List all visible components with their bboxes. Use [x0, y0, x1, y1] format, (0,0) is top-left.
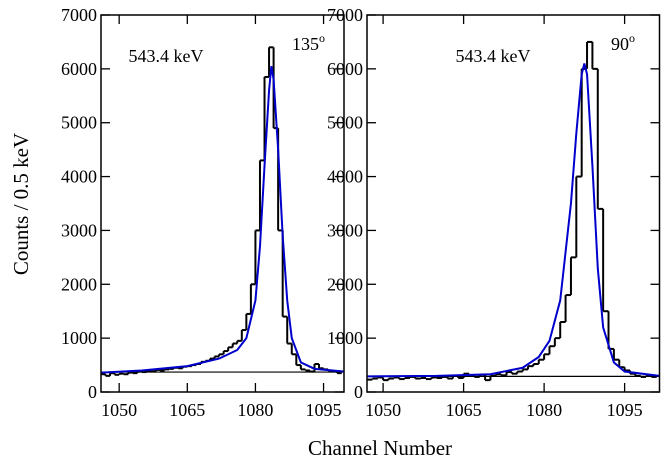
y-tick-label: 7000 — [61, 5, 97, 25]
x-axis-label: Channel Number — [308, 436, 452, 460]
x-tick-label: 1050 — [101, 400, 137, 420]
plot-frame — [100, 14, 345, 393]
y-tick-label: 6000 — [61, 59, 97, 79]
fit-curve — [101, 65, 344, 374]
y-tick-label: 4000 — [61, 167, 97, 187]
y-tick-label: 1000 — [327, 328, 363, 348]
x-tick-label: 1080 — [526, 400, 562, 420]
y-tick-label: 5000 — [327, 113, 363, 133]
y-tick-label: 2000 — [327, 274, 363, 294]
angle-label: 135o — [292, 31, 325, 54]
plot-frame — [366, 14, 661, 393]
panel: 0 1000 2000 3000 4000 5000 6000 7000 1050 1065 108… — [61, 5, 345, 420]
peak-label: 543.4 keV — [456, 46, 531, 66]
y-tick-label: 3000 — [61, 220, 97, 240]
x-tick-label: 1095 — [607, 400, 643, 420]
angle-value: 90 — [611, 34, 629, 54]
angle-value: 135 — [292, 34, 319, 54]
y-tick-label: 3000 — [327, 220, 363, 240]
x-tick-label: 1080 — [237, 400, 273, 420]
x-tick-label: 1095 — [306, 400, 342, 420]
plot-area — [367, 40, 660, 382]
y-tick-label: 6000 — [327, 59, 363, 79]
y-tick-label: 2000 — [61, 274, 97, 294]
y-tick-label: 5000 — [61, 113, 97, 133]
angle-sup: o — [319, 31, 325, 45]
y-axis-label: Counts / 0.5 keV — [9, 133, 33, 275]
angle-label: 90o — [611, 31, 635, 54]
fit-curve — [367, 63, 660, 378]
angle-sup: o — [629, 31, 635, 45]
y-tick-label: 0 — [88, 382, 97, 402]
x-tick-label: 1050 — [365, 400, 401, 420]
plot-area — [101, 46, 344, 377]
x-tick-label: 1065 — [169, 400, 205, 420]
y-tick-label: 1000 — [61, 328, 97, 348]
y-tick-label: 0 — [354, 382, 363, 402]
peak-label: 543.4 keV — [129, 46, 204, 66]
y-tick-label: 4000 — [327, 167, 363, 187]
panel: 0 1000 2000 3000 4000 5000 6000 7000 1050 1065 108… — [327, 5, 661, 420]
x-tick-label: 1065 — [446, 400, 482, 420]
y-tick-label: 7000 — [327, 5, 363, 25]
